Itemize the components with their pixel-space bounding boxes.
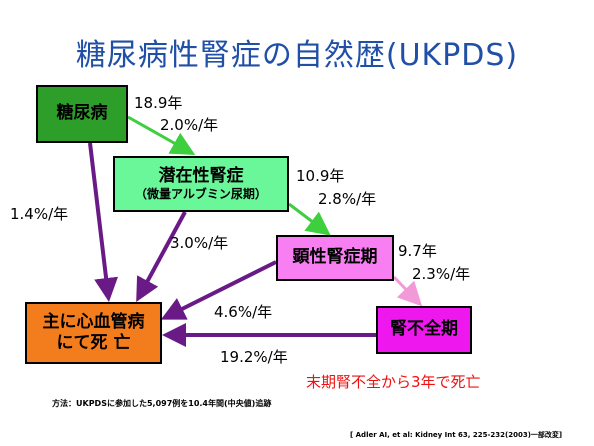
label-latent-overt-years: 10.9年: [296, 167, 345, 185]
label-overt-death-rate: 4.6%/年: [214, 303, 273, 321]
arrow-overt-to-renal: [392, 275, 423, 307]
box-death: 主に心血管病 にて死 亡: [25, 302, 162, 364]
box-latent-label: 潜在性腎症: [158, 165, 244, 186]
arrow-diabetes-to-death: [88, 142, 119, 302]
method-note: 方法：UKPDSに参加した5,097例を10.4年間(中央値)追跡: [52, 399, 272, 408]
box-death-line2: にて死 亡: [56, 333, 131, 353]
note-end-stage-survival: 末期腎不全から3年で死亡: [306, 373, 481, 391]
label-latent-death-rate: 3.0%/年: [170, 234, 229, 252]
label-dm-latent-rate: 2.0%/年: [160, 116, 219, 134]
label-renal-death-rate: 19.2%/年: [220, 348, 288, 366]
label-dm-latent-years: 18.9年: [134, 94, 183, 112]
page-title: 糖尿病性腎症の自然歴(UKPDS): [75, 38, 519, 73]
box-death-line1: 主に心血管病: [42, 311, 145, 332]
box-renal-failure: 腎不全期: [376, 306, 472, 354]
box-overt-nephropathy: 顕性腎症期: [276, 235, 394, 281]
box-overt-label: 顕性腎症期: [292, 247, 378, 268]
box-renal-label: 腎不全期: [390, 319, 458, 340]
label-dm-death-rate: 1.4%/年: [10, 205, 69, 223]
box-latent-sublabel: （微量アルブミン尿期）: [135, 187, 267, 202]
label-latent-overt-rate: 2.8%/年: [318, 190, 377, 208]
arrow-latent-to-death: [136, 211, 187, 303]
citation: [ Adler AI, et al: Kidney Int 63, 225-23…: [350, 431, 563, 439]
box-diabetes-label: 糖尿病: [56, 103, 108, 124]
box-diabetes: 糖尿病: [36, 85, 128, 143]
label-overt-renal-years: 9.7年: [398, 242, 437, 260]
arrow-diabetes-to-latent: [127, 115, 196, 155]
arrow-overt-to-death: [160, 260, 277, 320]
label-overt-renal-rate: 2.3%/年: [412, 265, 471, 283]
box-latent-nephropathy: 潜在性腎症 （微量アルブミン尿期）: [113, 156, 289, 212]
arrow-latent-to-overt: [288, 202, 331, 236]
